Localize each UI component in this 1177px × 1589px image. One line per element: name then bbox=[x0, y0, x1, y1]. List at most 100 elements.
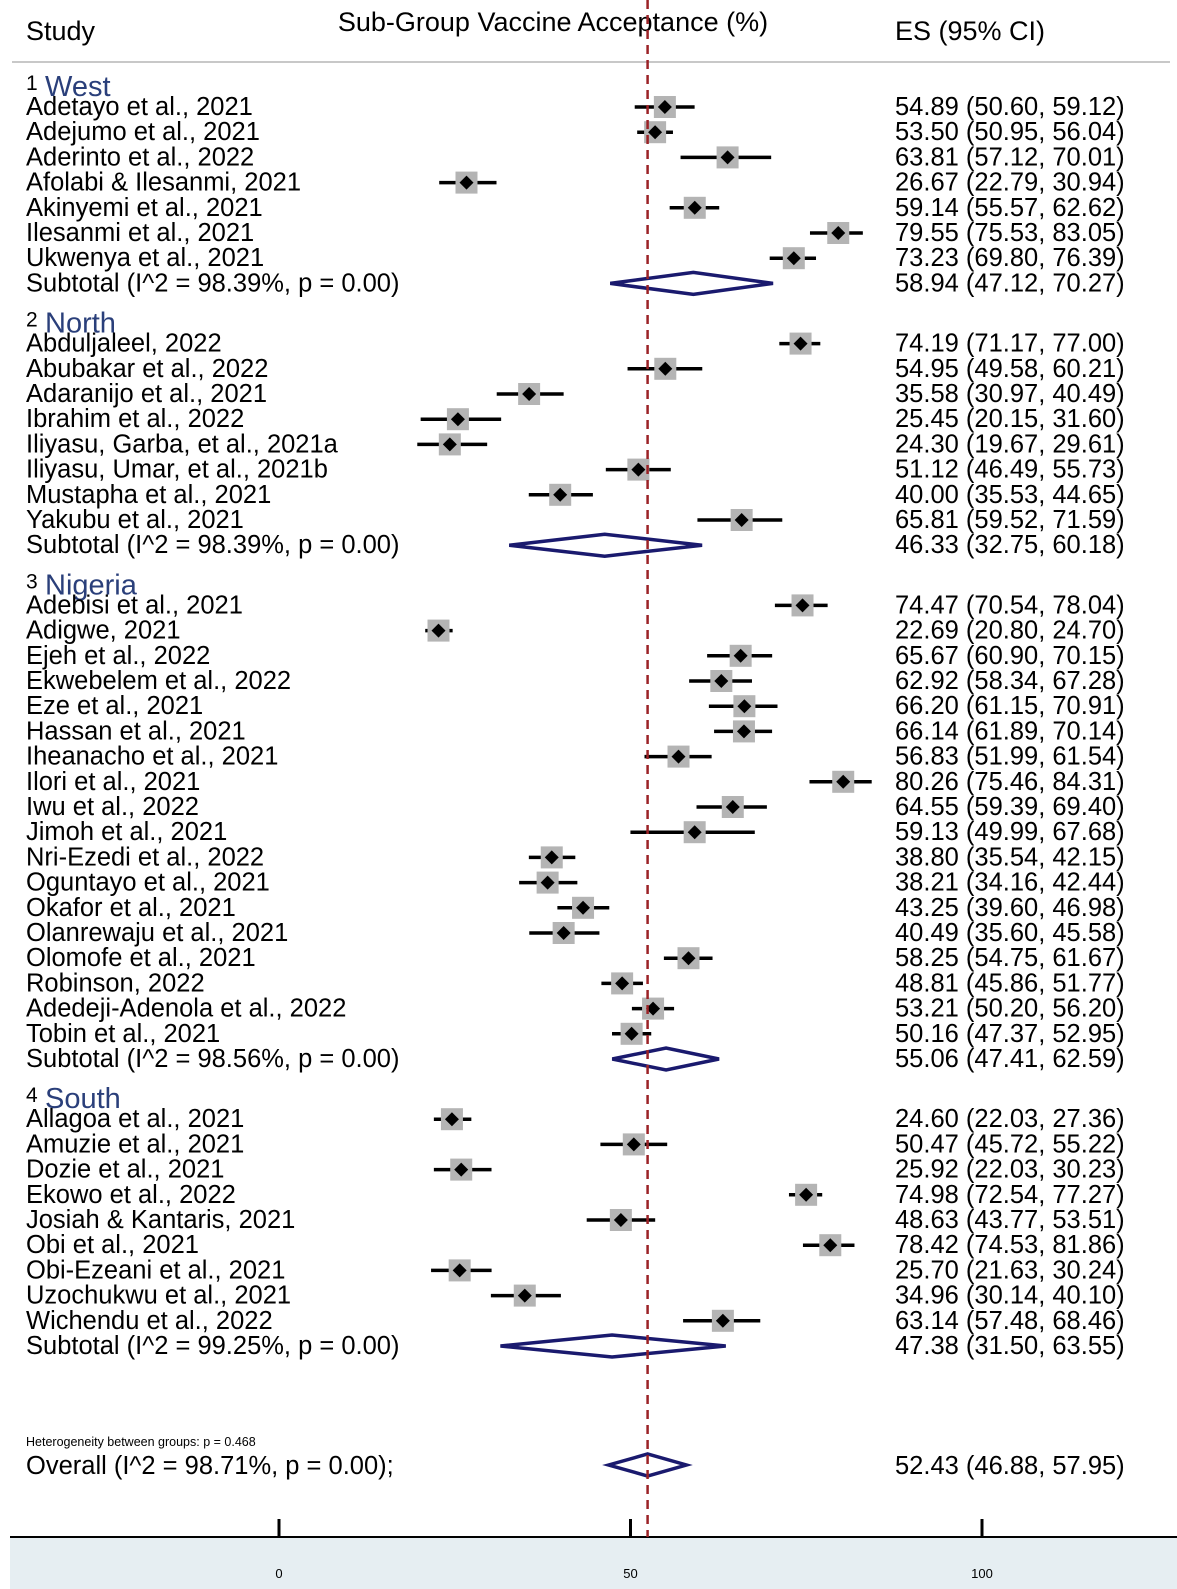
study-label: Iheanacho et al., 2021 bbox=[26, 743, 278, 771]
study-label: Iliyasu, Garba, et al., 2021a bbox=[26, 430, 339, 458]
study-label: Oguntayo et al., 2021 bbox=[26, 869, 270, 897]
subtotal-diamond bbox=[509, 532, 703, 558]
study-label: Olanrewaju et al., 2021 bbox=[26, 919, 288, 947]
subtotal-es-text: 55.06 (47.41, 62.59) bbox=[895, 1045, 1125, 1073]
point-estimate bbox=[823, 1238, 838, 1253]
point-estimate bbox=[544, 850, 559, 865]
point-estimate bbox=[687, 825, 702, 840]
study-es-text: 50.16 (47.37, 52.95) bbox=[895, 1020, 1125, 1048]
study-label: Adebisi et al., 2021 bbox=[26, 591, 243, 619]
study-label: Iwu et al., 2022 bbox=[26, 793, 199, 821]
point-estimate bbox=[624, 1026, 639, 1041]
group-title: Nigeria bbox=[45, 569, 138, 601]
study-es-text: 48.81 (45.86, 51.77) bbox=[895, 969, 1125, 997]
study-es-text: 74.19 (71.17, 77.00) bbox=[895, 330, 1125, 358]
study-label: Nri-Ezedi et al., 2022 bbox=[26, 843, 264, 871]
study-es-text: 40.00 (35.53, 44.65) bbox=[895, 481, 1125, 509]
study-label: Uzochukwu et al., 2021 bbox=[26, 1282, 291, 1310]
study-label: Iliyasu, Umar, et al., 2021b bbox=[26, 456, 328, 484]
point-estimate bbox=[836, 774, 851, 789]
point-estimate bbox=[795, 598, 810, 613]
subtotal-es-text: 58.94 (47.12, 70.27) bbox=[895, 269, 1125, 297]
study-label: Robinson, 2022 bbox=[26, 969, 205, 997]
x-tick-label: 100 bbox=[971, 1566, 993, 1581]
overall-es-text: 52.43 (46.88, 57.95) bbox=[895, 1452, 1125, 1480]
study-es-text: 24.60 (22.03, 27.36) bbox=[895, 1105, 1125, 1133]
study-es-text: 50.47 (45.72, 55.22) bbox=[895, 1130, 1125, 1158]
study-es-text: 74.98 (72.54, 77.27) bbox=[895, 1181, 1125, 1209]
subtotal-label: Subtotal (I^2 = 98.39%, p = 0.00) bbox=[26, 531, 399, 559]
study-es-text: 24.30 (19.67, 29.61) bbox=[895, 430, 1125, 458]
study-label: Allagoa et al., 2021 bbox=[26, 1105, 244, 1133]
point-estimate bbox=[615, 976, 630, 991]
point-estimate bbox=[540, 875, 555, 890]
study-es-text: 66.20 (61.15, 70.91) bbox=[895, 692, 1125, 720]
study-label: Adaranijo et al., 2021 bbox=[26, 380, 267, 408]
subtotal-label: Subtotal (I^2 = 98.56%, p = 0.00) bbox=[26, 1045, 399, 1073]
point-estimate bbox=[522, 387, 537, 401]
study-label: Dozie et al., 2021 bbox=[26, 1156, 224, 1184]
study-es-text: 26.67 (22.79, 30.94) bbox=[895, 169, 1125, 197]
overall-diamond bbox=[602, 1452, 693, 1478]
point-estimate bbox=[442, 437, 457, 452]
study-label: Obi-Ezeani et al., 2021 bbox=[26, 1256, 285, 1284]
point-estimate bbox=[444, 1112, 459, 1127]
subtotal-es-text: 46.33 (32.75, 60.18) bbox=[895, 531, 1125, 559]
point-estimate bbox=[658, 361, 673, 376]
study-es-text: 25.92 (22.03, 30.23) bbox=[895, 1156, 1125, 1184]
study-label: Adigwe, 2021 bbox=[26, 617, 181, 645]
group-number: 4 bbox=[26, 1084, 38, 1107]
study-es-text: 25.70 (21.63, 30.24) bbox=[895, 1256, 1125, 1284]
point-estimate bbox=[459, 175, 474, 190]
x-tick-label: 0 bbox=[275, 1566, 282, 1581]
group-title: North bbox=[45, 308, 116, 340]
point-estimate bbox=[431, 623, 446, 638]
study-es-text: 63.14 (57.48, 68.46) bbox=[895, 1307, 1125, 1335]
group-title: South bbox=[45, 1083, 121, 1115]
point-estimate bbox=[613, 1213, 628, 1227]
study-label: Akinyemi et al., 2021 bbox=[26, 194, 263, 222]
group-number: 2 bbox=[26, 309, 38, 332]
study-es-text: 73.23 (69.80, 76.39) bbox=[895, 244, 1125, 272]
study-label: Abubakar et al., 2022 bbox=[26, 355, 268, 383]
column-header-study: Study bbox=[26, 16, 96, 46]
point-estimate bbox=[681, 951, 696, 966]
group-title: West bbox=[45, 71, 111, 103]
point-estimate bbox=[631, 462, 646, 477]
study-es-text: 59.14 (55.57, 62.62) bbox=[895, 194, 1125, 222]
study-label: Adetayo et al., 2021 bbox=[26, 93, 253, 121]
study-es-text: 63.81 (57.12, 70.01) bbox=[895, 143, 1125, 171]
study-es-text: 54.89 (50.60, 59.12) bbox=[895, 93, 1125, 121]
point-estimate bbox=[454, 1162, 469, 1177]
overall-label: Overall (I^2 = 98.71%, p = 0.00); bbox=[26, 1452, 394, 1480]
point-estimate bbox=[736, 724, 751, 739]
point-estimate bbox=[450, 412, 465, 427]
study-es-text: 34.96 (30.14, 40.10) bbox=[895, 1282, 1125, 1310]
study-label: Ekwebelem et al., 2022 bbox=[26, 667, 291, 695]
study-es-text: 40.49 (35.60, 45.58) bbox=[895, 919, 1125, 947]
study-es-text: 74.47 (70.54, 78.04) bbox=[895, 591, 1125, 619]
group-number: 3 bbox=[26, 570, 38, 593]
point-estimate bbox=[687, 200, 702, 215]
point-estimate bbox=[733, 648, 748, 663]
study-es-text: 62.92 (58.34, 67.28) bbox=[895, 667, 1125, 695]
study-label: Abduljaleel, 2022 bbox=[26, 330, 222, 358]
study-label: Hassan et al., 2021 bbox=[26, 717, 246, 745]
point-estimate bbox=[720, 150, 735, 165]
study-es-text: 58.25 (54.75, 61.67) bbox=[895, 944, 1125, 972]
study-label: Aderinto et al., 2022 bbox=[26, 143, 254, 171]
study-es-text: 35.58 (30.97, 40.49) bbox=[895, 380, 1125, 408]
study-label: Obi et al., 2021 bbox=[26, 1231, 199, 1259]
study-label: Ukwenya et al., 2021 bbox=[26, 244, 264, 272]
subtotal-diamond bbox=[500, 1333, 726, 1359]
x-tick-label: 50 bbox=[623, 1566, 637, 1581]
subtotal-label: Subtotal (I^2 = 99.25%, p = 0.00) bbox=[26, 1332, 399, 1360]
point-estimate bbox=[553, 487, 568, 502]
study-es-text: 65.81 (59.52, 71.59) bbox=[895, 506, 1125, 534]
study-es-text: 65.67 (60.90, 70.15) bbox=[895, 642, 1125, 670]
subtotal-diamond bbox=[610, 270, 774, 297]
point-estimate bbox=[799, 1187, 814, 1202]
study-label: Mustapha et al., 2021 bbox=[26, 481, 271, 509]
study-label: Afolabi & Ilesanmi, 2021 bbox=[26, 169, 301, 197]
